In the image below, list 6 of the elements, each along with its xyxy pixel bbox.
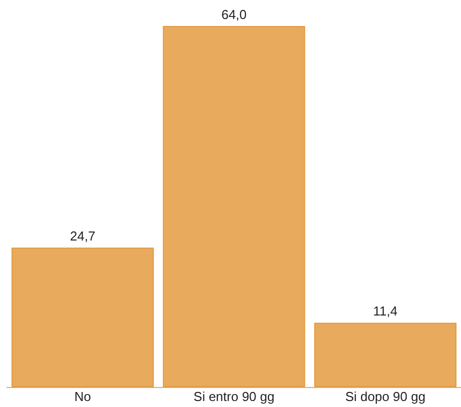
x-tick-label: Si entro 90 gg — [194, 389, 274, 404]
data-label: 11,4 — [373, 304, 398, 319]
x-tick-label: No — [74, 389, 91, 404]
data-label: 24,7 — [70, 228, 96, 244]
data-label: 64,0 — [221, 7, 247, 22]
x-tick-label: Si dopo 90 gg — [345, 389, 426, 404]
